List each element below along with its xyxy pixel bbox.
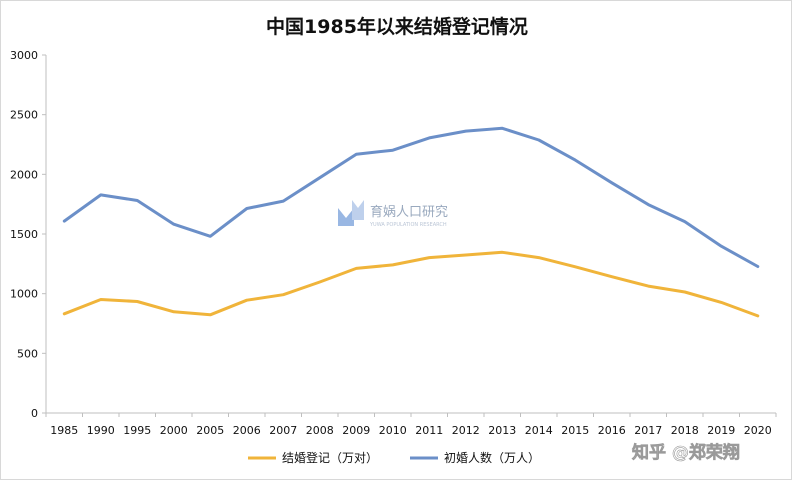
y-tick-label: 2000 — [10, 168, 38, 181]
watermark-text: 育娲人口研究 — [370, 204, 448, 220]
x-tick-label: 2013 — [488, 424, 516, 437]
x-tick-label: 2009 — [342, 424, 370, 437]
series-lines — [62, 126, 760, 318]
legend-label-2: 初婚人数（万人） — [444, 450, 540, 465]
x-tick-label: 2016 — [598, 424, 626, 437]
series-line-2 — [62, 126, 760, 268]
x-tick-label: 2015 — [561, 424, 589, 437]
y-tick-label: 500 — [17, 347, 38, 360]
x-tick-label: 2006 — [233, 424, 261, 437]
y-tick-labels: 0 500 1000 1500 2000 2500 3000 — [10, 49, 38, 420]
x-tick-label: 2000 — [160, 424, 188, 437]
watermark: 育娲人口研究 YUWA POPULATION RESEARCH — [338, 200, 448, 228]
x-tick-label: 2012 — [452, 424, 480, 437]
series-line-1 — [62, 250, 760, 318]
x-tick-label: 2019 — [707, 424, 735, 437]
x-tick-label: 2017 — [634, 424, 662, 437]
x-tick-label: 1990 — [87, 424, 115, 437]
x-tick-label: 1985 — [50, 424, 78, 437]
x-tick-label: 2011 — [415, 424, 443, 437]
x-tick-label: 2005 — [196, 424, 224, 437]
y-tick-label: 0 — [31, 407, 38, 420]
y-tick-label: 1500 — [10, 228, 38, 241]
watermark-subtext: YUWA POPULATION RESEARCH — [369, 222, 447, 228]
chart-title: 中国1985年以来结婚登记情况 — [266, 16, 528, 38]
x-tick-label: 2014 — [525, 424, 553, 437]
y-tick-label: 2500 — [10, 109, 38, 122]
legend-label-1: 结婚登记（万对） — [282, 450, 378, 465]
x-tick-labels: 1985 1990 1995 2000 2005 2006 2007 2008 2009 2010… — [50, 424, 772, 437]
axes — [42, 54, 777, 417]
x-tick-label: 2010 — [379, 424, 407, 437]
x-tick-label: 2020 — [744, 424, 772, 437]
x-tick-label: 2008 — [306, 424, 334, 437]
x-tick-label: 2007 — [269, 424, 297, 437]
watermark-logo-icon — [338, 200, 364, 226]
x-tick-label: 2018 — [671, 424, 699, 437]
credit-text: 知乎 @郑荣翔 — [631, 442, 740, 463]
y-tick-label: 3000 — [10, 49, 38, 62]
y-tick-label: 1000 — [10, 288, 38, 301]
legend: 结婚登记（万对） 初婚人数（万人） — [248, 450, 540, 465]
x-tick-label: 1995 — [123, 424, 151, 437]
